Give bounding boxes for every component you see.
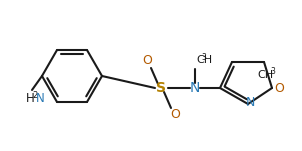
Text: N: N — [36, 93, 44, 106]
Text: O: O — [170, 109, 180, 122]
Text: CH: CH — [196, 55, 212, 65]
Text: CH: CH — [257, 70, 273, 80]
Text: S: S — [156, 81, 166, 95]
Text: O: O — [142, 55, 152, 67]
Text: N: N — [245, 95, 255, 109]
Text: H: H — [26, 93, 34, 106]
Text: 2: 2 — [32, 92, 38, 101]
Text: O: O — [274, 82, 284, 95]
Text: 3: 3 — [201, 53, 207, 61]
Text: 3: 3 — [271, 67, 275, 77]
Text: N: N — [190, 81, 200, 95]
